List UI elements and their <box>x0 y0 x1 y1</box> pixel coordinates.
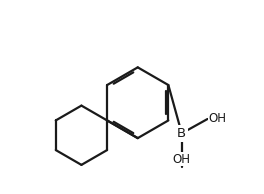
Text: OH: OH <box>173 153 191 166</box>
Text: OH: OH <box>209 113 227 126</box>
Text: B: B <box>177 127 186 140</box>
